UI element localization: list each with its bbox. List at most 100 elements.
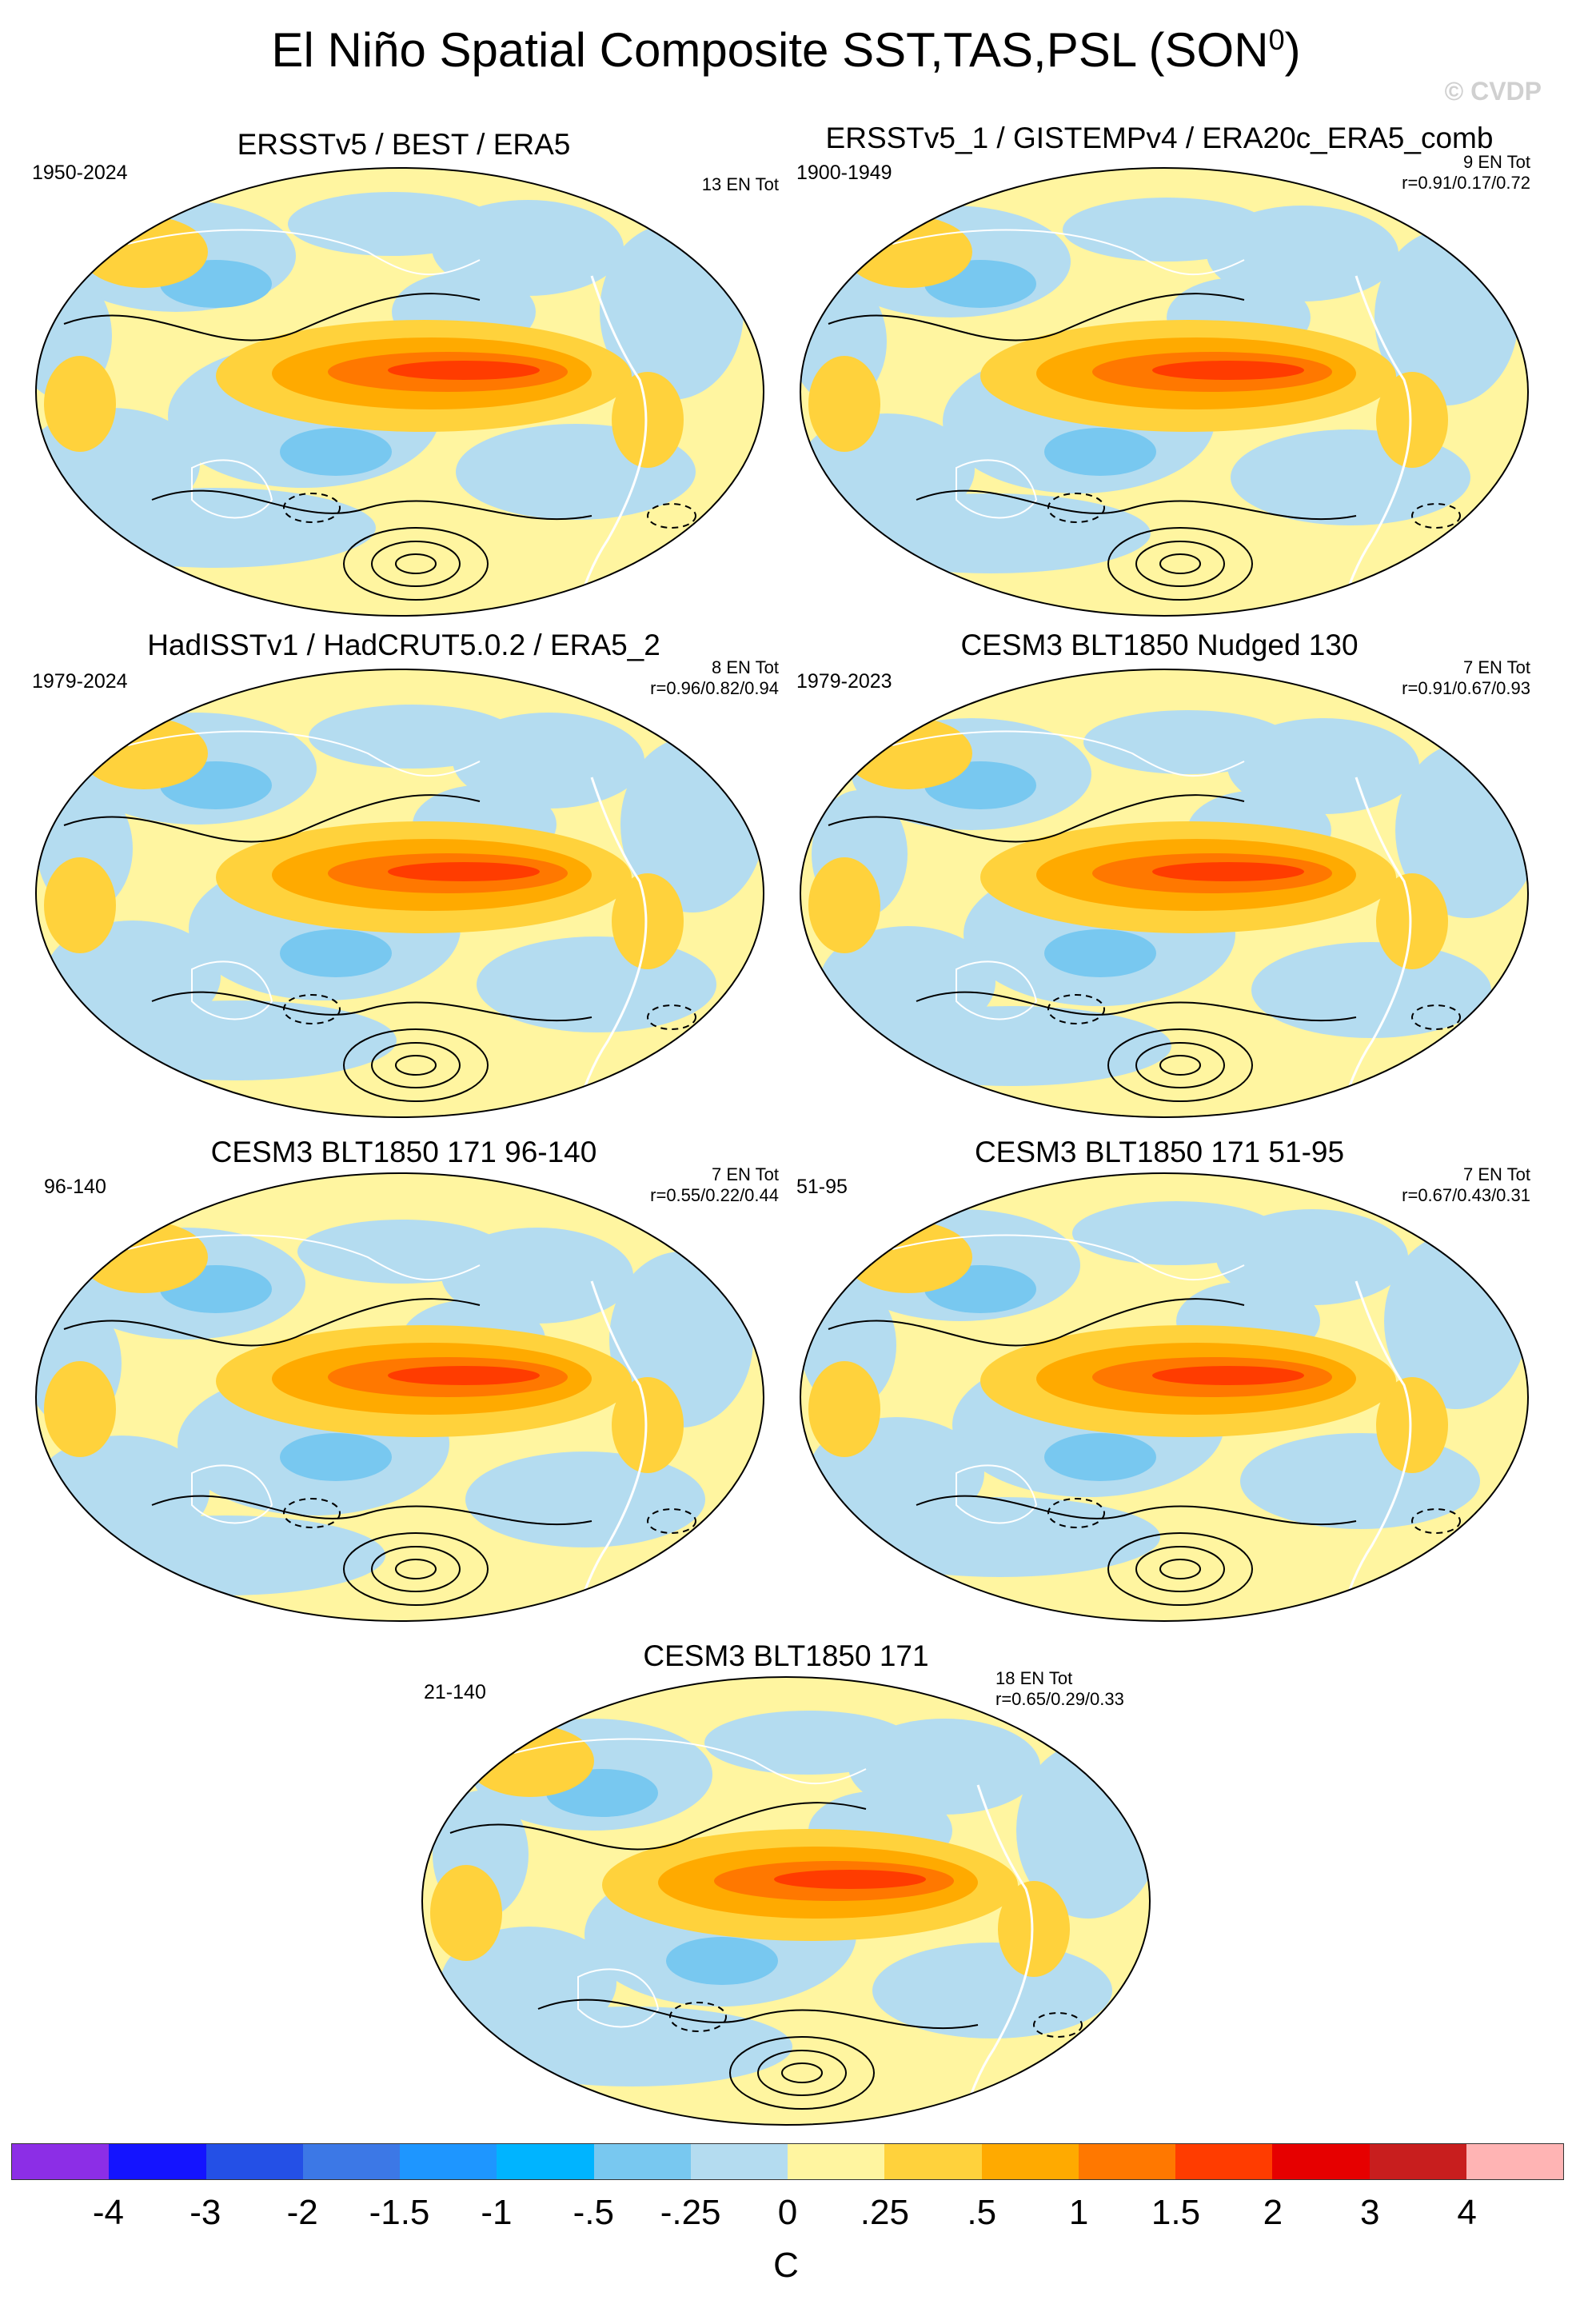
- psl-contour: [395, 1055, 437, 1076]
- cool-anomaly-patch: [288, 192, 496, 256]
- psl-contour: [151, 991, 592, 1022]
- el-nino-tongue-core: [774, 1870, 926, 1889]
- psl-contour: [63, 1298, 481, 1347]
- coastline: [956, 960, 1038, 1020]
- psl-contour: [371, 1546, 461, 1592]
- warm-anomaly-patch: [612, 372, 684, 468]
- colorbar-tick-label: .5: [967, 2193, 997, 2232]
- psl-contour-negative: [1411, 1004, 1461, 1030]
- cool-anomaly-core: [280, 1433, 392, 1481]
- psl-contour: [916, 489, 1357, 521]
- warm-anomaly-patch: [808, 1361, 880, 1457]
- colorbar-swatch: [788, 2144, 885, 2179]
- psl-contour: [1107, 1532, 1253, 1606]
- panel-5-title: CESM3 BLT1850 171 96-140: [210, 1136, 597, 1168]
- colorbar-tick-label: -4: [92, 2193, 124, 2232]
- warm-anomaly-patch: [844, 1221, 972, 1293]
- cool-anomaly-patch: [831, 493, 1151, 573]
- psl-contour: [395, 553, 437, 574]
- warm-anomaly-patch: [1376, 1377, 1448, 1473]
- colorbar-tick-label: 1.5: [1151, 2193, 1201, 2232]
- psl-contour: [449, 1802, 867, 1851]
- psl-contour: [916, 1495, 1357, 1526]
- warm-anomaly-patch: [1376, 372, 1448, 468]
- colorbar-units: C: [773, 2246, 799, 2285]
- psl-contour: [1159, 553, 1201, 574]
- panel-1-stats: 13 EN Tot: [701, 174, 779, 194]
- psl-contour: [1135, 541, 1225, 587]
- coastline: [574, 777, 648, 1114]
- cool-anomaly-core: [666, 1937, 778, 1985]
- psl-contour: [371, 1042, 461, 1088]
- panel-4-period: 1979-2023: [796, 670, 892, 693]
- coastline: [956, 1464, 1038, 1524]
- panel-6-stats: 7 EN Tot r=0.67/0.43/0.31: [1402, 1164, 1530, 1205]
- panel-7-stats: 18 EN Tot r=0.65/0.29/0.33: [995, 1668, 1124, 1709]
- colorbar-swatch: [1369, 2144, 1466, 2179]
- psl-contour: [828, 1298, 1245, 1347]
- colorbar-tick-label: 4: [1457, 2193, 1477, 2232]
- psl-contour-negative: [647, 1004, 696, 1030]
- coastline: [577, 1968, 660, 2028]
- panel-2-stats: 9 EN Tot r=0.91/0.17/0.72: [1402, 152, 1530, 193]
- panel-6-title: CESM3 BLT1850 171 51-95: [974, 1136, 1345, 1168]
- colorbar-swatch: [302, 2144, 400, 2179]
- warm-anomaly-patch: [844, 216, 972, 288]
- psl-contour: [757, 2050, 847, 2096]
- panel-5-stats: 7 EN Tot r=0.55/0.22/0.44: [650, 1164, 779, 1205]
- psl-contour-negative: [1047, 994, 1105, 1024]
- map-panel-2: [800, 167, 1529, 617]
- cool-anomaly-patch: [1251, 942, 1491, 1038]
- panel-2-period: 1900-1949: [796, 162, 892, 184]
- warm-anomaly-patch: [430, 1865, 502, 1961]
- psl-contour: [343, 527, 489, 601]
- coastline: [1339, 777, 1412, 1114]
- panel-5-period: 96-140: [44, 1176, 106, 1198]
- psl-contour: [395, 1559, 437, 1579]
- colorbar-swatch: [1078, 2144, 1175, 2179]
- el-nino-tongue-core: [388, 361, 540, 380]
- coastline: [1339, 275, 1412, 613]
- cool-anomaly-core: [1044, 929, 1156, 977]
- colorbar-swatch: [981, 2144, 1079, 2179]
- warm-anomaly-patch: [80, 717, 208, 789]
- map-panel-1: [35, 167, 764, 617]
- colorbar-swatch: [12, 2144, 110, 2179]
- warm-anomaly-patch: [44, 857, 116, 953]
- warm-anomaly-patch: [80, 216, 208, 288]
- warm-anomaly-patch: [466, 1725, 594, 1797]
- coastline: [892, 730, 1245, 777]
- coastline: [513, 1738, 867, 1785]
- map-border: [35, 669, 764, 1118]
- psl-contour: [343, 1532, 489, 1606]
- colorbar-tick-label: .25: [860, 2193, 909, 2232]
- title-superscript: 0: [1268, 23, 1285, 56]
- psl-contour-negative: [283, 1498, 341, 1528]
- map-border: [800, 167, 1529, 617]
- psl-contour: [151, 1495, 592, 1526]
- watermark: © CVDP: [1444, 77, 1542, 106]
- warm-anomaly-patch: [44, 356, 116, 452]
- panel-3-period: 1979-2024: [32, 670, 128, 693]
- colorbar-swatch: [109, 2144, 206, 2179]
- psl-contour-negative: [669, 2002, 727, 2032]
- colorbar-swatch: [497, 2144, 594, 2179]
- psl-contour: [63, 794, 481, 843]
- map-panel-3: [35, 669, 764, 1118]
- colorbar-swatch: [593, 2144, 691, 2179]
- colorbar-tick-label: -3: [190, 2193, 221, 2232]
- map-panel-7: [421, 1676, 1151, 2126]
- el-nino-tongue-core: [388, 1366, 540, 1385]
- coastline: [892, 229, 1245, 276]
- psl-contour: [151, 489, 592, 521]
- colorbar-tick-label: 1: [1068, 2193, 1089, 2232]
- colorbar-tick-label: -2: [286, 2193, 318, 2232]
- cool-anomaly-patch: [473, 2007, 792, 2086]
- map-border: [35, 1172, 764, 1622]
- warm-anomaly-patch: [80, 1221, 208, 1293]
- coastline: [960, 1784, 1034, 2122]
- cool-anomaly-patch: [872, 1943, 1112, 2038]
- warm-anomaly-patch: [998, 1881, 1070, 1977]
- el-nino-tongue-core: [388, 862, 540, 881]
- cool-anomaly-core: [280, 929, 392, 977]
